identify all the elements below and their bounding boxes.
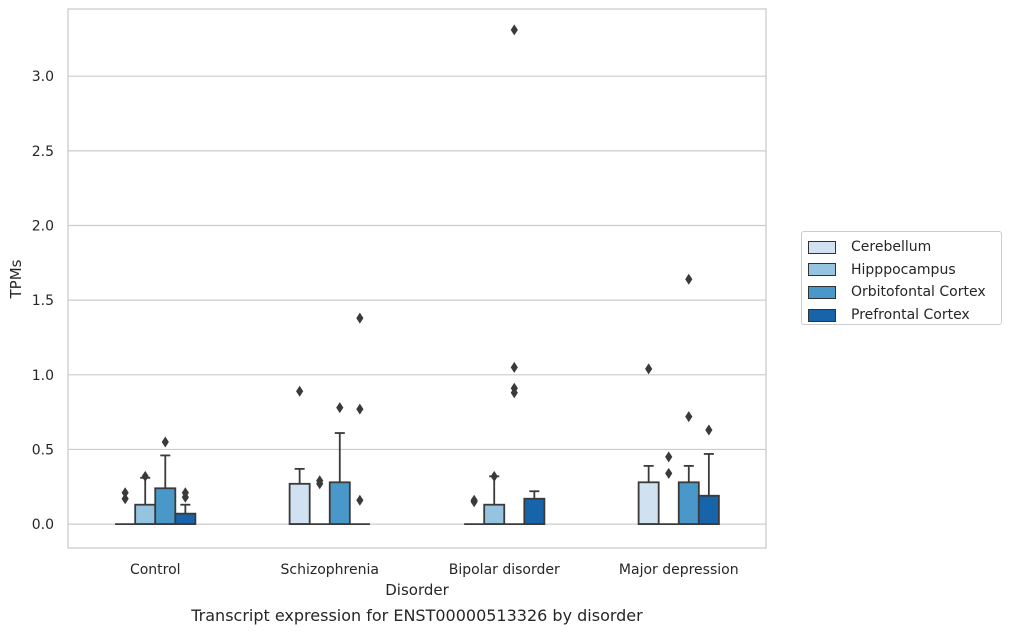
outlier-point xyxy=(510,382,518,394)
outlier-point xyxy=(665,451,673,463)
outlier-point xyxy=(296,385,304,397)
box-cerebellum xyxy=(288,385,311,526)
legend-swatch xyxy=(808,285,836,299)
box-iqr xyxy=(677,481,700,526)
outlier-point xyxy=(336,402,344,414)
outlier-point xyxy=(316,475,324,487)
legend-label: Orbitofontal Cortex xyxy=(851,284,986,301)
box-hipppocampus xyxy=(658,451,679,526)
outlier-point xyxy=(645,363,653,375)
box-orbitofontal-cortex xyxy=(677,273,700,526)
outlier-point xyxy=(356,312,364,324)
legend-swatch xyxy=(808,308,836,322)
outlier-point xyxy=(665,467,673,479)
box-hipppocampus xyxy=(134,470,157,526)
box-iqr xyxy=(288,482,311,526)
box-iqr xyxy=(328,481,351,526)
legend-label: Hipppocampus xyxy=(851,261,956,278)
outlier-point xyxy=(685,273,693,285)
box-prefrontal-cortex xyxy=(697,424,720,526)
box-iqr xyxy=(637,481,660,526)
outlier-point xyxy=(685,411,693,423)
legend-item: Prefrontal Cortex xyxy=(808,304,1001,327)
outlier-point xyxy=(121,487,129,499)
legend-swatch xyxy=(808,263,836,277)
box-orbitofontal-cortex xyxy=(328,402,351,526)
y-tick-label: 0.5 xyxy=(32,442,54,458)
chart-caption: Transcript expression for ENST0000051332… xyxy=(191,606,643,625)
y-tick-label: 1.5 xyxy=(32,293,54,309)
legend-label: Prefrontal Cortex xyxy=(851,307,970,324)
box-iqr xyxy=(697,494,720,526)
outlier-point xyxy=(161,436,169,448)
box-orbitofontal-cortex xyxy=(154,436,177,526)
box-cerebellum xyxy=(464,494,485,526)
outlier-point xyxy=(490,470,498,482)
plot-area-frame xyxy=(67,8,767,549)
outlier-point xyxy=(705,424,713,436)
legend-swatch xyxy=(808,240,836,254)
box-iqr xyxy=(154,487,177,526)
legend-label: Cerebellum xyxy=(851,239,932,256)
outlier-point xyxy=(510,361,518,373)
x-axis-ticks: Control Schizophrenia Bipolar disorder Majo… xyxy=(130,562,739,578)
y-tick-label: 2.5 xyxy=(32,144,54,160)
box-cerebellum xyxy=(637,363,660,526)
box-hipppocampus xyxy=(309,475,330,526)
x-tick-label: Major depression xyxy=(619,562,739,578)
y-tick-label: 2.0 xyxy=(32,218,54,234)
outlier-point xyxy=(141,470,149,482)
box-prefrontal-cortex xyxy=(523,490,546,526)
legend-item: Orbitofontal Cortex xyxy=(808,281,1001,304)
y-tick-label: 0.0 xyxy=(32,517,54,533)
outlier-point xyxy=(470,494,478,506)
x-tick-label: Bipolar disorder xyxy=(449,562,560,578)
gridlines xyxy=(68,75,766,525)
outlier-point xyxy=(121,493,129,505)
legend: Cerebellum Hipppocampus Orbitofontal Corte… xyxy=(801,231,1002,325)
legend-item: Cerebellum xyxy=(808,236,1001,259)
legend-item: Hipppocampus xyxy=(808,259,1001,282)
y-tick-label: 3.0 xyxy=(32,69,54,85)
box-iqr xyxy=(134,503,157,526)
box-orbitofontal-cortex xyxy=(504,24,525,526)
box-iqr xyxy=(174,512,197,526)
box-hipppocampus xyxy=(483,470,506,526)
box-prefrontal-cortex xyxy=(174,487,197,526)
outlier-point xyxy=(356,403,364,415)
outlier-point xyxy=(181,487,189,499)
x-tick-label: Control xyxy=(130,562,181,578)
y-axis-title: TPMs xyxy=(7,259,25,299)
y-axis-ticks: 0.0 0.5 1.0 1.5 2.0 2.5 3.0 xyxy=(32,69,54,533)
box-iqr xyxy=(483,503,506,526)
box-cerebellum xyxy=(115,487,136,526)
box-prefrontal-cortex xyxy=(349,312,370,526)
outlier-point xyxy=(510,24,518,36)
box-iqr xyxy=(523,497,546,526)
x-axis-title: Disorder xyxy=(385,581,449,599)
y-tick-label: 1.0 xyxy=(32,368,54,384)
x-tick-label: Schizophrenia xyxy=(281,562,379,578)
outlier-point xyxy=(356,494,364,506)
boxes xyxy=(115,24,720,526)
